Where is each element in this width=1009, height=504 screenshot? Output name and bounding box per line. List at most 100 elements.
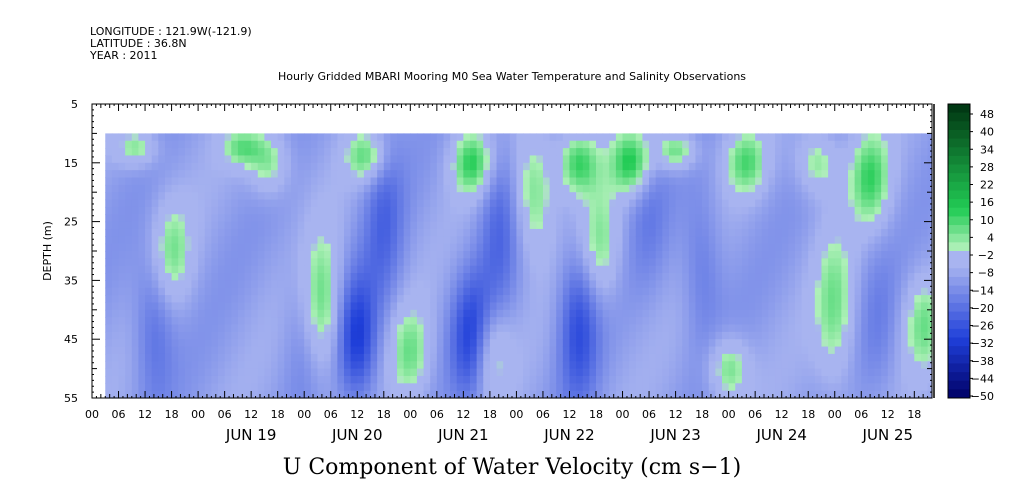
heatmap-cell xyxy=(191,184,199,193)
heatmap-cell xyxy=(629,251,637,259)
heatmap-cell xyxy=(715,184,723,193)
heatmap-cell xyxy=(675,309,683,318)
heatmap-cell xyxy=(237,140,246,149)
heatmap-cell xyxy=(688,243,697,252)
heatmap-cell xyxy=(688,353,697,362)
heatmap-cell xyxy=(788,353,796,362)
heatmap-cell xyxy=(920,251,929,259)
heatmap-cell xyxy=(403,346,411,355)
heatmap-cell xyxy=(218,287,226,296)
heatmap-cell xyxy=(748,243,756,252)
heatmap-cell xyxy=(403,170,411,179)
heatmap-cell xyxy=(330,162,338,171)
heatmap-cell xyxy=(416,346,425,355)
heatmap-cell xyxy=(496,287,504,296)
heatmap-cell xyxy=(231,295,239,304)
heatmap-cell xyxy=(416,251,425,259)
heatmap-cell xyxy=(151,346,159,355)
heatmap-cell xyxy=(735,295,743,304)
heatmap-cell xyxy=(728,280,736,289)
heatmap-cell xyxy=(768,228,776,237)
heatmap-cell xyxy=(218,206,226,215)
heatmap-cell xyxy=(483,258,491,267)
heatmap-cell xyxy=(344,228,352,237)
heatmap-cell xyxy=(635,214,644,223)
heatmap-cell xyxy=(715,236,723,245)
heatmap-cell xyxy=(642,346,650,355)
heatmap-cell xyxy=(834,258,842,267)
heatmap-cell xyxy=(330,273,338,281)
heatmap-cell xyxy=(496,251,504,259)
heatmap-cell xyxy=(264,251,272,259)
heatmap-cell xyxy=(748,302,756,311)
heatmap-cell xyxy=(211,324,219,333)
heatmap-cell xyxy=(403,177,411,186)
heatmap-cell xyxy=(131,346,140,355)
heatmap-cell xyxy=(397,206,405,215)
heatmap-cell xyxy=(834,390,842,399)
heatmap-cell xyxy=(589,295,597,304)
heatmap-cell xyxy=(118,331,126,340)
heatmap-cell xyxy=(257,287,266,296)
heatmap-cell xyxy=(788,361,796,370)
heatmap-cell xyxy=(456,383,464,392)
heatmap-cell xyxy=(476,155,484,164)
heatmap-cell xyxy=(728,140,736,149)
heatmap-cell xyxy=(927,148,933,157)
heatmap-cell xyxy=(841,162,849,171)
heatmap-cell xyxy=(436,339,445,348)
heatmap-cell xyxy=(297,192,305,201)
heatmap-cell xyxy=(310,236,319,245)
heatmap-cell xyxy=(649,331,657,340)
heatmap-cell xyxy=(271,339,279,348)
heatmap-cell xyxy=(589,383,597,392)
heatmap-cell xyxy=(350,295,358,304)
heatmap-cell xyxy=(204,265,212,274)
heatmap-cell xyxy=(629,177,637,186)
heatmap-cell xyxy=(516,390,524,399)
heatmap-cell xyxy=(224,383,232,392)
heatmap-cell xyxy=(768,309,776,318)
heatmap-cell xyxy=(204,184,212,193)
heatmap-cell xyxy=(841,375,849,384)
heatmap-cell xyxy=(397,324,405,333)
heatmap-cell xyxy=(350,368,358,377)
heatmap-cell xyxy=(397,221,405,230)
heatmap-cell xyxy=(695,170,703,179)
heatmap-cell xyxy=(330,243,338,252)
heatmap-cell xyxy=(907,162,915,171)
heatmap-cell xyxy=(768,383,776,392)
heatmap-cell xyxy=(901,236,909,245)
latitude-label: LATITUDE : 36.8N xyxy=(90,37,187,50)
heatmap-cell xyxy=(834,177,842,186)
heatmap-cell xyxy=(748,375,756,384)
heatmap-cell xyxy=(874,280,882,289)
heatmap-cell xyxy=(516,243,524,252)
heatmap-cell xyxy=(178,228,186,237)
heatmap-cell xyxy=(609,258,617,267)
heatmap-cell xyxy=(562,375,571,384)
heatmap-cell xyxy=(841,302,849,311)
heatmap-cell xyxy=(589,236,597,245)
heatmap-cell xyxy=(151,192,159,201)
heatmap-cell xyxy=(489,251,498,259)
heatmap-cell xyxy=(377,390,385,399)
heatmap-cell xyxy=(443,361,451,370)
heatmap-cell xyxy=(562,140,571,149)
heatmap-cell xyxy=(184,280,193,289)
heatmap-cell xyxy=(834,280,842,289)
heatmap-cell xyxy=(198,251,206,259)
heatmap-cell xyxy=(542,390,551,399)
heatmap-cell xyxy=(224,221,232,230)
heatmap-cell xyxy=(748,206,756,215)
heatmap-cell xyxy=(410,280,418,289)
heatmap-cell xyxy=(324,331,332,340)
heatmap-cell xyxy=(542,177,551,186)
heatmap-cell xyxy=(357,309,365,318)
heatmap-cell xyxy=(755,236,763,245)
heatmap-cell xyxy=(450,346,458,355)
heatmap-cell xyxy=(529,375,537,384)
heatmap-cell xyxy=(198,390,206,399)
heatmap-cell xyxy=(848,375,856,384)
heatmap-cell xyxy=(589,331,597,340)
